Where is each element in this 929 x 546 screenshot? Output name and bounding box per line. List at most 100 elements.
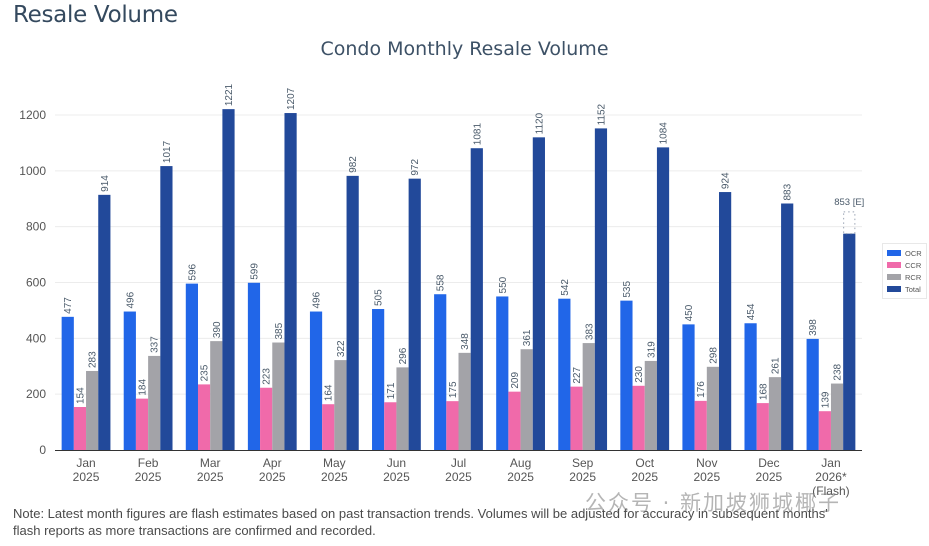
data-label-ccr: 171 (386, 382, 397, 399)
data-label-ccr: 154 (75, 387, 86, 404)
bar-total (781, 203, 794, 450)
bar-total (160, 166, 173, 450)
y-tick-label: 200 (26, 387, 46, 401)
x-tick-label: Jan (76, 456, 95, 470)
x-tick-label: 2025 (135, 470, 162, 484)
x-tick-label: Apr (263, 456, 282, 470)
bar-total (594, 128, 608, 450)
bar-total (284, 113, 297, 450)
legend-item-ocr[interactable]: OCR (887, 247, 922, 259)
data-label-total: 1084 (659, 122, 670, 145)
data-label-total: 1120 (534, 112, 545, 134)
data-label-rcr: 390 (212, 321, 223, 338)
data-label-rcr: 319 (646, 341, 657, 358)
data-label-total: 1152 (596, 103, 607, 125)
data-label-ccr: 184 (138, 379, 149, 396)
bar-ccr (818, 411, 831, 450)
bar-rcr (830, 383, 844, 450)
data-label-ccr: 230 (634, 366, 645, 383)
data-label-ocr: 599 (249, 263, 260, 280)
data-label-ocr: 477 (63, 297, 74, 314)
legend-label: RCR (905, 272, 922, 282)
legend-item-total[interactable]: Total (887, 283, 922, 295)
x-tick-label: May (323, 456, 346, 470)
data-label-ocr: 535 (622, 281, 633, 298)
bar-rcr (582, 343, 595, 450)
x-tick-label: 2025 (507, 470, 534, 484)
x-tick-label: 2025 (756, 470, 783, 484)
legend-swatch (887, 250, 901, 256)
bar-ccr (756, 403, 769, 450)
bar-total (98, 194, 111, 450)
x-tick-label: 2025 (73, 470, 100, 484)
bar-ocr (434, 294, 447, 450)
data-label-total: 1081 (472, 123, 483, 146)
footnote: Note: Latest month figures are flash est… (13, 505, 913, 539)
x-tick-label: 2025 (321, 470, 348, 484)
bar-ocr (558, 298, 571, 450)
bar-chart: 020040060080010001200477154283914Jan2025… (19, 83, 864, 498)
x-tick-label: Aug (510, 456, 531, 470)
x-tick-label: Jul (451, 456, 466, 470)
data-label-ocr: 558 (436, 274, 447, 291)
bar-rcr (768, 377, 782, 450)
data-label-rcr: 348 (460, 333, 471, 350)
bar-ccr (570, 386, 583, 450)
x-tick-label: 2026* (815, 470, 847, 484)
data-label-ccr: 223 (262, 368, 273, 385)
x-tick-label: 2025 (569, 470, 596, 484)
y-tick-label: 0 (39, 443, 46, 457)
data-label-ccr: 235 (200, 364, 211, 381)
bar-ocr (309, 311, 323, 450)
bar-total (656, 147, 670, 450)
data-label-ccr: 209 (510, 372, 521, 389)
bar-rcr (148, 355, 161, 450)
y-tick-label: 800 (26, 220, 46, 234)
x-tick-label: 2025 (259, 470, 286, 484)
data-label-total: 982 (348, 156, 359, 173)
data-label-ocr: 398 (808, 319, 819, 336)
bar-ocr (185, 283, 198, 450)
x-tick-label: Dec (758, 456, 779, 470)
bar-rcr (706, 366, 720, 450)
bar-ccr (384, 402, 397, 450)
bar-rcr (334, 360, 347, 450)
bar-rcr (272, 342, 285, 450)
x-tick-label: Nov (696, 456, 717, 470)
bar-ocr (682, 324, 695, 450)
bar-rcr (86, 370, 99, 450)
bar-ccr (260, 387, 273, 450)
data-label-total: 1017 (162, 140, 173, 163)
bar-total (470, 148, 483, 451)
bar-ccr (197, 384, 211, 450)
data-label-ccr: 168 (758, 383, 769, 400)
data-label-rcr: 385 (274, 322, 285, 339)
x-tick-label: Oct (635, 456, 654, 470)
legend-swatch (887, 286, 901, 292)
y-tick-label: 1200 (19, 108, 46, 122)
bar-ocr (496, 296, 509, 450)
data-label-rcr: 238 (833, 363, 844, 380)
x-tick-label: 2025 (693, 470, 720, 484)
bar-total (222, 109, 235, 450)
data-label-ocr: 550 (498, 276, 509, 293)
x-tick-label: 2025 (383, 470, 410, 484)
legend-item-rcr[interactable]: RCR (887, 271, 922, 283)
bar-rcr (520, 349, 533, 450)
bar-ocr (620, 300, 633, 450)
y-tick-label: 1000 (19, 164, 46, 178)
data-label-rcr: 261 (770, 357, 781, 374)
legend-label: CCR (905, 260, 922, 270)
bar-ocr (744, 323, 757, 450)
data-label-total: 883 (783, 183, 794, 200)
x-tick-label: 2025 (197, 470, 224, 484)
bar-ccr (73, 407, 87, 450)
data-label-ccr: 176 (696, 381, 707, 398)
legend-swatch (887, 262, 901, 268)
footnote-line-2: flash reports as more transactions are c… (13, 523, 376, 538)
bar-total (346, 175, 359, 450)
data-label-ocr: 505 (374, 289, 385, 306)
data-label-ocr: 496 (125, 291, 136, 308)
legend-item-ccr[interactable]: CCR (887, 259, 922, 271)
data-label-ocr: 542 (560, 279, 571, 296)
